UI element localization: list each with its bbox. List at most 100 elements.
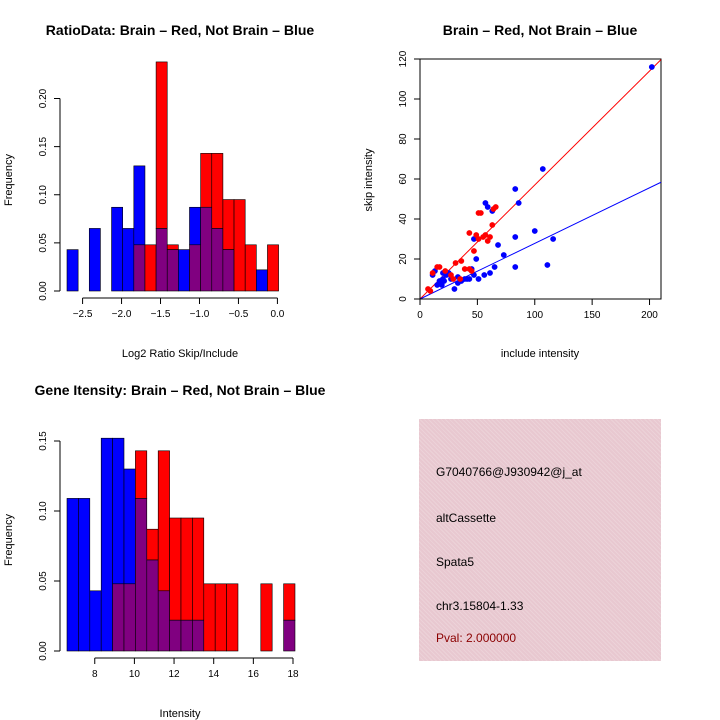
ratio-hist-y-tick-label: 0.10: [38, 185, 49, 205]
intensity-hist-title: Gene Itensity: Brain – Red, Not Brain – …: [35, 382, 326, 398]
intensity-hist-bar-brain: [180, 517, 193, 621]
scatter-point-brain: [436, 264, 443, 270]
scatter-point-not-brain: [464, 276, 470, 282]
ratio-hist-bar-overlap: [200, 206, 213, 292]
scatter-x-tick-label: 150: [584, 310, 601, 321]
ratio-hist-bar-brain: [166, 244, 179, 250]
scatter-point-brain: [492, 204, 499, 210]
scatter-point-brain: [466, 230, 473, 236]
ratio-hist-bar-brain: [144, 244, 157, 292]
scatter-point-not-brain: [648, 64, 655, 70]
scatter-point-not-brain: [495, 242, 501, 248]
scatter-x-tick-label: 0: [417, 310, 423, 321]
intensity-hist-bar-not-brain: [100, 437, 113, 652]
scatter-y-tick-label: 120: [398, 50, 409, 67]
intensity-hist-x-tick-label: 14: [208, 669, 220, 680]
scatter-point-brain: [475, 236, 482, 242]
ratio-hist-x-tick-label: −2.0: [112, 309, 132, 320]
ratio-hist-bar-brain: [267, 244, 279, 292]
scatter-point-not-brain: [531, 228, 538, 234]
intensity-hist-bars: [66, 437, 296, 652]
ratio-hist-x-tick-label: −1.0: [190, 309, 210, 320]
scatter-point-brain: [461, 266, 468, 272]
intensity-hist-bar-not-brain: [89, 590, 102, 652]
intensity-hist-bar-brain: [146, 528, 159, 561]
ratio-hist-bar-overlap: [189, 244, 201, 292]
scatter-y-tick-label: 80: [398, 133, 409, 145]
intensity-scatter: Brain – Red, Not Brain – Blue include in…: [363, 22, 662, 360]
intensity-hist-bar-brain: [157, 450, 170, 592]
intensity-hist-bar-overlap: [169, 619, 182, 652]
scatter-point-not-brain: [451, 286, 458, 292]
scatter-point-not-brain: [473, 256, 480, 262]
scatter-x-axis: 0 50 100 150 200: [417, 298, 658, 321]
intensity-histogram: Gene Itensity: Brain – Red, Not Brain – …: [3, 382, 326, 720]
intensity-hist-bar-not-brain: [66, 498, 79, 652]
ratio-hist-xlabel: Log2 Ratio Skip/Include: [122, 348, 238, 360]
scatter-point-brain: [471, 248, 477, 254]
scatter-point-brain: [442, 268, 449, 274]
scatter-point-brain: [482, 232, 489, 238]
intensity-hist-bar-brain: [260, 583, 273, 652]
scatter-y-tick-label: 100: [398, 90, 409, 107]
ratio-hist-title: RatioData: Brain – Red, Not Brain – Blue: [46, 22, 315, 38]
scatter-point-brain: [450, 276, 457, 282]
ratio-hist-y-tick-label: 0.00: [38, 281, 49, 301]
scatter-point-not-brain: [434, 282, 441, 288]
scatter-ylabel: skip intensity: [363, 148, 375, 211]
ratio-hist-bar-brain: [155, 61, 168, 229]
scatter-point-not-brain: [500, 252, 507, 258]
location-text: chr3.15804-1.33: [436, 599, 524, 613]
scatter-point-not-brain: [481, 272, 488, 278]
intensity-hist-x-tick-label: 18: [287, 669, 299, 680]
scatter-point-not-brain: [515, 200, 522, 206]
scatter-point-brain: [452, 260, 459, 266]
intensity-hist-ylabel: Frequency: [3, 514, 15, 566]
intensity-hist-y-tick-label: 0.15: [38, 431, 49, 451]
ratio-hist-bar-brain: [244, 244, 257, 292]
intensity-hist-bar-brain: [169, 517, 182, 621]
scatter-x-tick-label: 50: [472, 310, 484, 321]
scatter-point-not-brain: [487, 270, 493, 276]
ratio-hist-bar-not-brain: [88, 228, 101, 292]
ratio-hist-bar-overlap: [133, 244, 146, 292]
ratio-hist-y-axis: 0.00 0.05 0.10 0.15 0.20: [38, 88, 61, 301]
ratio-hist-bar-not-brain: [256, 269, 268, 292]
intensity-hist-bar-overlap: [135, 498, 148, 652]
scatter-y-tick-label: 40: [398, 213, 409, 225]
ratio-hist-bar-overlap: [155, 228, 168, 292]
intensity-hist-bar-overlap: [157, 590, 170, 652]
scatter-point-brain: [458, 258, 465, 264]
intensity-hist-x-tick-label: 16: [248, 669, 260, 680]
intensity-hist-bar-overlap: [112, 583, 125, 652]
intensity-hist-y-axis: 0.00 0.05 0.10 0.15: [38, 431, 61, 661]
ratio-histogram: RatioData: Brain – Red, Not Brain – Blue…: [3, 22, 314, 360]
intensity-hist-x-tick-label: 10: [129, 669, 141, 680]
scatter-y-axis: 0 20 40 60 80 100 120: [398, 50, 421, 302]
intensity-hist-x-tick-label: 12: [168, 669, 180, 680]
scatter-point-not-brain: [475, 276, 482, 282]
intensity-hist-bar-not-brain: [112, 437, 125, 585]
scatter-point-not-brain: [512, 186, 519, 192]
intensity-hist-x-axis: 8 10 12 14 16 18: [92, 657, 299, 680]
intensity-hist-bar-not-brain: [123, 468, 136, 585]
ratio-hist-bar-brain: [222, 199, 235, 250]
gene-name-text: Spata5: [436, 555, 475, 569]
scatter-point-not-brain: [491, 264, 498, 270]
intensity-hist-bar-brain: [203, 583, 216, 652]
intensity-hist-xlabel: Intensity: [160, 708, 201, 720]
scatter-point-brain: [487, 234, 493, 240]
event-type-text: altCassette: [436, 511, 497, 525]
intensity-hist-y-tick-label: 0.00: [38, 641, 49, 661]
scatter-point-not-brain: [550, 236, 557, 242]
intensity-hist-bar-brain: [283, 583, 296, 621]
ratio-hist-x-tick-label: 0.0: [270, 309, 284, 320]
intensity-hist-bar-brain: [135, 450, 148, 499]
scatter-title: Brain – Red, Not Brain – Blue: [443, 22, 638, 38]
intensity-hist-x-tick-label: 8: [92, 669, 98, 680]
ratio-hist-bar-brain: [233, 199, 246, 292]
scatter-y-tick-label: 20: [398, 253, 409, 265]
info-panel: G7040766@J930942@j_at altCassette Spata5…: [419, 419, 661, 661]
ratio-hist-y-tick-label: 0.05: [38, 233, 49, 253]
